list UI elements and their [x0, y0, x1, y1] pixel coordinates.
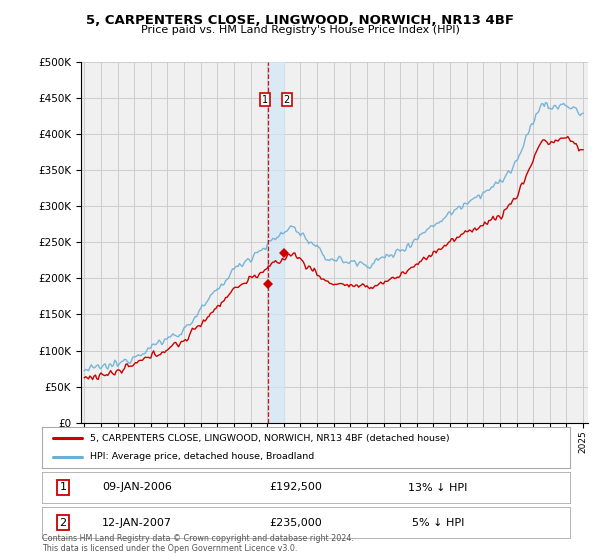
Text: Price paid vs. HM Land Registry's House Price Index (HPI): Price paid vs. HM Land Registry's House … — [140, 25, 460, 35]
Text: 1: 1 — [262, 95, 268, 105]
Text: 2: 2 — [284, 95, 290, 105]
Text: £192,500: £192,500 — [269, 483, 322, 492]
Bar — [268, 62, 284, 423]
Text: 13% ↓ HPI: 13% ↓ HPI — [409, 483, 467, 492]
Text: 5% ↓ HPI: 5% ↓ HPI — [412, 518, 464, 528]
Text: HPI: Average price, detached house, Broadland: HPI: Average price, detached house, Broa… — [89, 452, 314, 461]
Text: Contains HM Land Registry data © Crown copyright and database right 2024.
This d: Contains HM Land Registry data © Crown c… — [42, 534, 354, 553]
Text: 12-JAN-2007: 12-JAN-2007 — [102, 518, 172, 528]
Text: 2: 2 — [59, 518, 67, 528]
Text: 1: 1 — [59, 483, 67, 492]
Text: £235,000: £235,000 — [269, 518, 322, 528]
Text: 5, CARPENTERS CLOSE, LINGWOOD, NORWICH, NR13 4BF (detached house): 5, CARPENTERS CLOSE, LINGWOOD, NORWICH, … — [89, 433, 449, 442]
Text: 09-JAN-2006: 09-JAN-2006 — [102, 483, 172, 492]
Text: 5, CARPENTERS CLOSE, LINGWOOD, NORWICH, NR13 4BF: 5, CARPENTERS CLOSE, LINGWOOD, NORWICH, … — [86, 14, 514, 27]
